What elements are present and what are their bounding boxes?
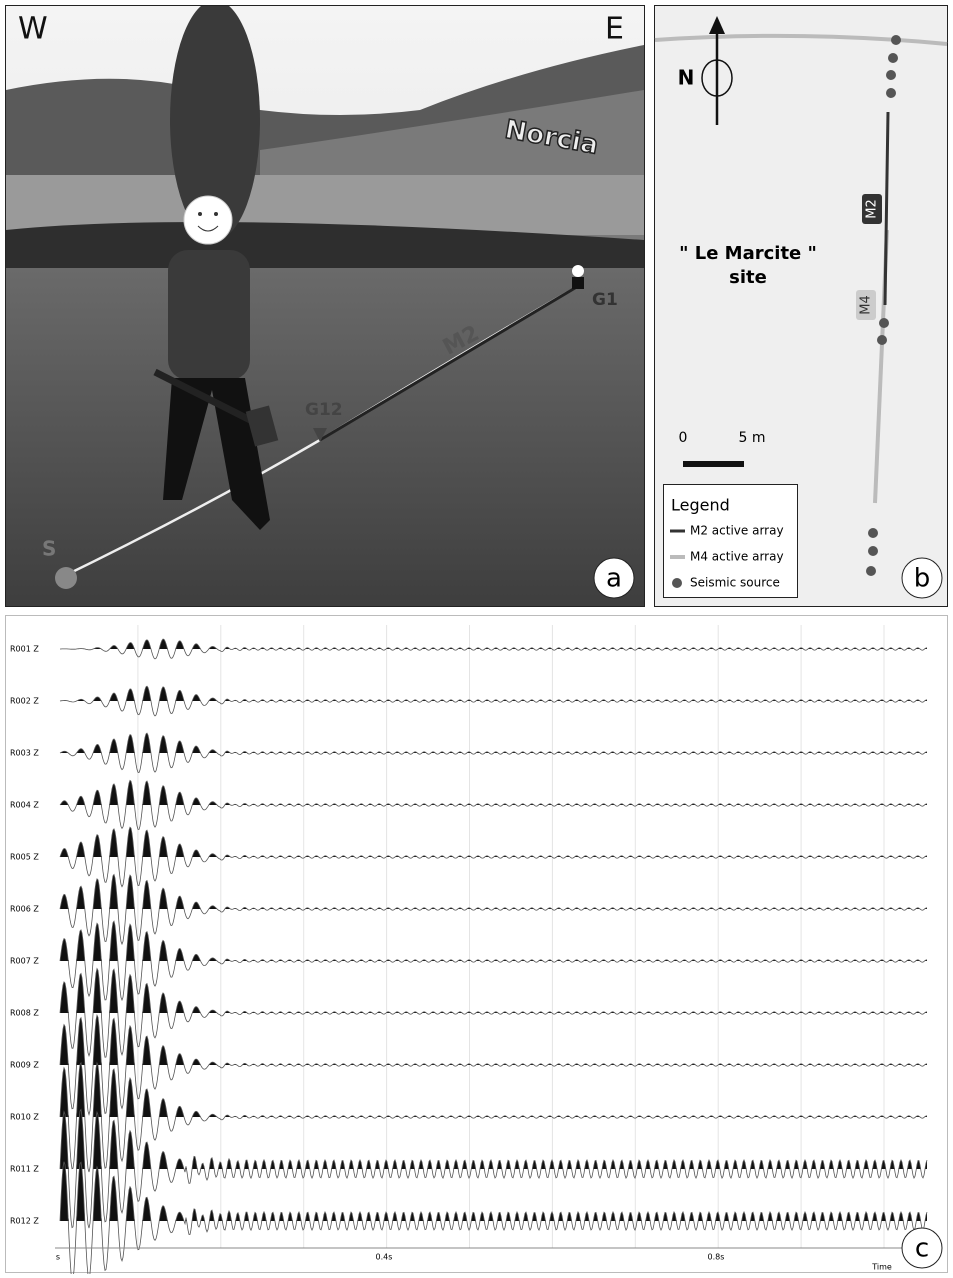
source-label: S (42, 537, 56, 561)
m2-label: M2 (865, 199, 880, 219)
time-tick-label: 0.4s (376, 1253, 393, 1262)
trace-label: R006 Z (10, 905, 39, 914)
trace-label: R003 Z (10, 749, 39, 758)
trace-label: R005 Z (10, 853, 39, 862)
page: {"photo": {"west": "W", "east": "E", "to… (0, 0, 953, 1278)
trace-label: R011 Z (10, 1165, 39, 1174)
trace-label: R002 Z (10, 697, 39, 706)
time-tick-label: 0.8s (708, 1253, 725, 1262)
scale-bar (683, 461, 744, 467)
legend-item: M2 active array (690, 524, 784, 538)
trace-label: R004 Z (10, 801, 39, 810)
time-tick-label: s (56, 1253, 60, 1262)
scale-end: 5 m (739, 430, 766, 446)
trace-label: R008 Z (10, 1009, 39, 1018)
trace-label: R012 Z (10, 1217, 39, 1226)
west-label: W (18, 12, 48, 47)
figure: W E Norcia M2 G12 G1 S a N " Le Marcite … (0, 0, 953, 1274)
north-label: N (678, 66, 695, 90)
photo (6, 0, 644, 606)
trace-label: R001 Z (10, 645, 39, 654)
geophone-label: G1 (592, 290, 618, 310)
trace-label: R007 Z (10, 957, 39, 966)
legend-title: Legend (671, 496, 730, 515)
trace-label: R010 Z (10, 1113, 39, 1122)
legend-item: M4 active array (690, 550, 784, 564)
panel-label: b (914, 564, 931, 594)
m4-label: M4 (859, 295, 874, 315)
panel-label: a (606, 564, 622, 594)
scale-start: 0 (679, 430, 688, 446)
geophone-label: G12 (305, 400, 343, 420)
legend-item: Seismic source (690, 576, 780, 590)
time-axis-title: Time (871, 1263, 892, 1272)
east-label: E (605, 12, 624, 47)
trace-label: R009 Z (10, 1061, 39, 1070)
panel-label: c (915, 1234, 929, 1264)
